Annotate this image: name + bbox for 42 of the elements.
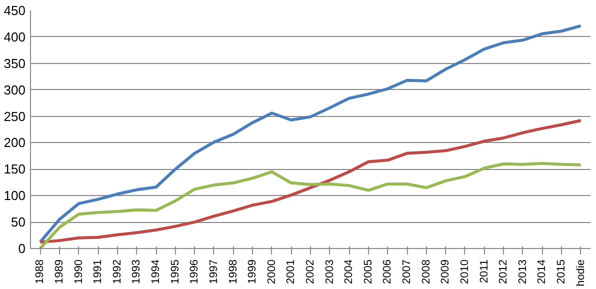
x-tick-label: 2007	[401, 259, 414, 284]
x-tick-label: 1999	[246, 259, 259, 284]
x-tick-label: 2012	[498, 259, 510, 284]
x-tick-label: 2001	[285, 259, 298, 284]
line-series	[38, 119, 582, 244]
x-tick-label: hodie	[574, 259, 587, 286]
x-tick-label: 2004	[343, 259, 356, 284]
x-tick-label: 2008	[420, 259, 432, 284]
line-series	[38, 24, 582, 244]
x-tick-label: 1992	[111, 259, 124, 284]
x-tick-label: 2003	[324, 259, 336, 284]
x-tick-label: 2002	[304, 259, 316, 284]
x-tick-label: 1998	[227, 259, 240, 284]
x-tick-label: 2006	[382, 259, 394, 284]
y-tick-label: 0	[18, 241, 26, 256]
y-tick-label: 250	[4, 108, 26, 124]
x-tick-label: 1993	[130, 259, 143, 284]
x-tick-label: 1991	[92, 259, 104, 284]
y-tick-label: 300	[4, 82, 26, 98]
x-tick-label: 2011	[478, 260, 490, 284]
x-tick-label: 1988	[34, 259, 46, 284]
x-tick-label: 1996	[188, 259, 201, 284]
x-tick-label: 2010	[458, 259, 471, 284]
y-tick-label: 50	[11, 214, 26, 230]
y-tick-label: 400	[4, 29, 26, 44]
x-tick-label: 1997	[208, 259, 220, 284]
y-tick-label: 150	[4, 162, 26, 177]
x-tick-label: 2013	[516, 259, 529, 284]
y-tick-label: 450	[4, 3, 26, 18]
line-series	[38, 162, 582, 248]
y-tick-label: 200	[4, 135, 26, 150]
x-tick-label: 2005	[362, 259, 374, 284]
x-tick-label: 1994	[150, 259, 162, 284]
x-tick-label: 1989	[53, 259, 66, 284]
x-tick-label: 1995	[169, 259, 182, 284]
x-tick-label: 2000	[266, 259, 278, 284]
y-tick-label: 350	[4, 56, 26, 71]
x-tick-label: 2015	[556, 259, 568, 284]
x-tick-label: 2014	[536, 259, 548, 284]
y-tick-label: 100	[4, 188, 26, 204]
x-tick-label: 2009	[440, 259, 452, 284]
x-tick-label: 1990	[72, 259, 85, 284]
